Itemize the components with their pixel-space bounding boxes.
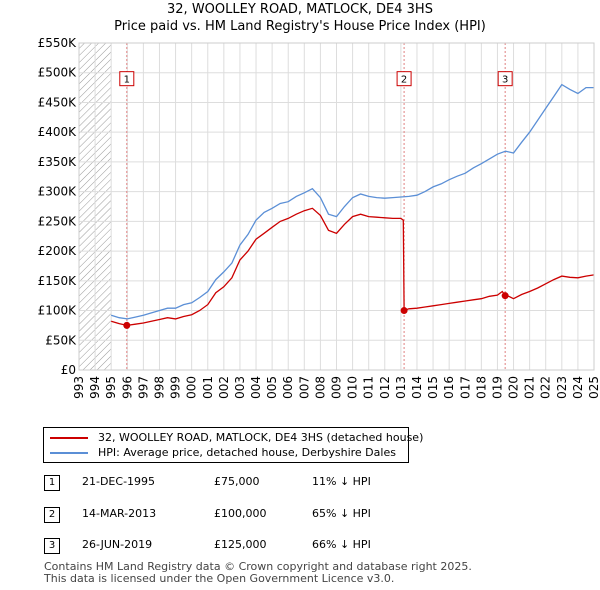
sale-point bbox=[501, 292, 509, 300]
transaction-number: 2 bbox=[44, 507, 60, 523]
x-tick-label: 2008 bbox=[313, 376, 327, 400]
footer-copyright: Contains HM Land Registry data © Crown c… bbox=[44, 560, 472, 573]
x-tick-label: 2007 bbox=[297, 376, 311, 400]
x-tick-label: 2022 bbox=[539, 376, 553, 400]
x-tick-label: 2021 bbox=[523, 376, 537, 400]
y-tick-label: £400K bbox=[38, 125, 78, 139]
x-tick-label: 1995 bbox=[104, 376, 118, 400]
transaction-hpi-diff: 65% ↓ HPI bbox=[312, 507, 371, 520]
x-tick-label: 2002 bbox=[217, 376, 231, 400]
transaction-price: £125,000 bbox=[214, 538, 267, 551]
y-tick-label: £450K bbox=[38, 95, 78, 109]
x-tick-label: 2006 bbox=[281, 376, 295, 400]
x-tick-label: 2024 bbox=[571, 376, 585, 400]
transaction-hpi-diff: 66% ↓ HPI bbox=[312, 538, 371, 551]
x-tick-label: 2025 bbox=[587, 376, 600, 400]
grid-lines bbox=[78, 42, 595, 371]
x-tick-label: 2018 bbox=[474, 376, 488, 400]
footer-licence: This data is licensed under the Open Gov… bbox=[44, 572, 395, 585]
x-tick-label: 1994 bbox=[88, 376, 102, 400]
x-tick-label: 1998 bbox=[152, 376, 166, 400]
sale-label-box bbox=[497, 71, 513, 87]
x-tick-label: 2019 bbox=[490, 376, 504, 400]
x-tick-label: 2010 bbox=[346, 376, 360, 400]
sale-point bbox=[400, 307, 408, 315]
x-tick-label: 2000 bbox=[185, 376, 199, 400]
x-tick-label: 2009 bbox=[330, 376, 344, 400]
sale-labels: 1 2 3 bbox=[119, 71, 513, 87]
x-tick-label: 1996 bbox=[120, 376, 134, 400]
x-tick-label: 1999 bbox=[169, 376, 183, 400]
sale-label-box bbox=[119, 71, 135, 87]
legend: 32, WOOLLEY ROAD, MATLOCK, DE4 3HS (deta… bbox=[43, 427, 423, 463]
transaction-date: 26-JUN-2019 bbox=[82, 538, 153, 551]
sale-label-number: 1 bbox=[124, 75, 130, 86]
x-tick-label: 2020 bbox=[507, 376, 521, 400]
x-tick-label: 2015 bbox=[426, 376, 440, 400]
x-tick-label: 2013 bbox=[394, 376, 408, 400]
transaction-price: £75,000 bbox=[214, 475, 260, 488]
sale-label-number: 3 bbox=[502, 75, 508, 86]
x-tick-label: 2005 bbox=[265, 376, 279, 400]
legend-label-hpi: HPI: Average price, detached house, Derb… bbox=[98, 446, 396, 459]
price-series-line bbox=[111, 207, 595, 327]
legend-swatch-hpi bbox=[50, 452, 88, 454]
chart-title: 32, WOOLLEY ROAD, MATLOCK, DE4 3HS bbox=[167, 2, 433, 17]
x-tick-label: 2001 bbox=[201, 376, 215, 400]
sale-label-number: 2 bbox=[401, 75, 407, 86]
sale-marker-lines bbox=[126, 43, 506, 370]
x-tick-label: 2004 bbox=[249, 376, 263, 400]
transaction-price: £100,000 bbox=[214, 507, 267, 520]
x-tick-label: 2003 bbox=[233, 376, 247, 400]
transaction-number: 3 bbox=[44, 538, 60, 554]
y-tick-label: £500K bbox=[38, 66, 78, 80]
y-tick-label: £350K bbox=[38, 155, 78, 169]
x-tick-label: 2014 bbox=[410, 376, 424, 400]
transaction-number: 1 bbox=[44, 475, 60, 491]
plot-frame bbox=[78, 42, 595, 371]
transaction-date: 21-DEC-1995 bbox=[82, 475, 156, 488]
x-tick-label: 2016 bbox=[442, 376, 456, 400]
legend-swatch-price bbox=[50, 437, 88, 439]
x-tick-label: 2017 bbox=[458, 376, 472, 400]
y-tick-label: £0 bbox=[61, 363, 76, 377]
x-tick-label: 2012 bbox=[378, 376, 392, 400]
x-tick-label: 2011 bbox=[362, 376, 376, 400]
hpi-series-line bbox=[111, 83, 594, 320]
y-tick-label: £50K bbox=[45, 333, 77, 347]
y-tick-label: £100K bbox=[38, 304, 78, 318]
y-tick-label: £150K bbox=[38, 274, 78, 288]
x-axis-ticks: 1993 1994 1995 1996 1997 1998 1999 2000 2001 2002… bbox=[72, 376, 600, 400]
transaction-date: 14-MAR-2013 bbox=[82, 507, 157, 520]
chart-subtitle: Price paid vs. HM Land Registry's House … bbox=[114, 19, 486, 34]
x-tick-label: 2023 bbox=[555, 376, 569, 400]
transaction-hpi-diff: 11% ↓ HPI bbox=[312, 475, 371, 488]
legend-label-price: 32, WOOLLEY ROAD, MATLOCK, DE4 3HS (deta… bbox=[98, 431, 424, 444]
x-tick-label: 1993 bbox=[72, 376, 86, 400]
sale-label-box bbox=[396, 71, 412, 87]
sale-points bbox=[123, 292, 509, 329]
price-chart: 1 2 3 £0 £50K £100K £150K £200K £250K £300K £350K… bbox=[38, 36, 600, 400]
y-tick-label: £200K bbox=[38, 244, 78, 258]
y-tick-label: £250K bbox=[38, 214, 78, 228]
sale-point bbox=[123, 321, 131, 329]
y-tick-label: £550K bbox=[38, 36, 78, 50]
y-tick-label: £300K bbox=[38, 185, 78, 199]
y-axis-ticks: £0 £50K £100K £150K £200K £250K £300K £350K £400… bbox=[38, 36, 78, 377]
x-tick-label: 1997 bbox=[136, 376, 150, 400]
